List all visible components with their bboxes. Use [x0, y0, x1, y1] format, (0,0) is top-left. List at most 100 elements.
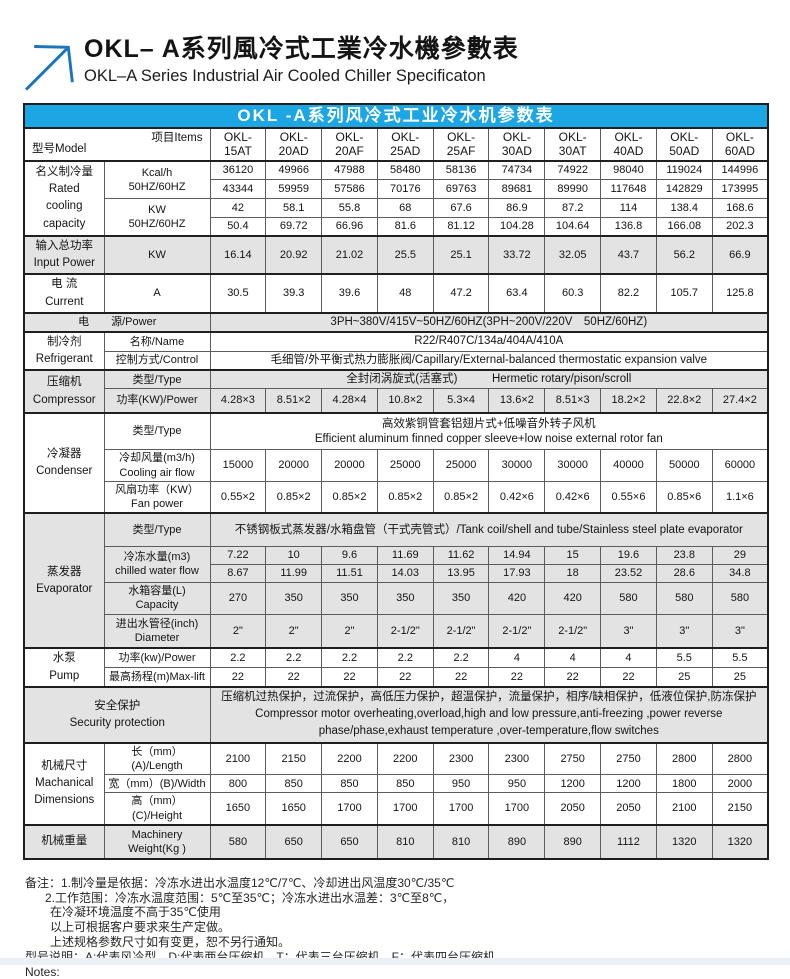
condenser-type-label: 类型/Type	[103, 411, 211, 451]
table-cell: 13.95	[432, 563, 490, 583]
compressor-power-label: 功率(KW)/Power	[103, 388, 211, 414]
table-cell: 350	[265, 581, 323, 615]
table-cell: 43.7	[600, 234, 657, 275]
table-cell: 58480	[376, 159, 434, 181]
current-unit: A	[103, 273, 211, 314]
table-cell: 98040	[600, 159, 657, 181]
table-cell: 11.51	[321, 563, 378, 583]
table-cell: 68	[376, 198, 434, 219]
table-cell: 350	[376, 581, 434, 615]
refrigerant-label: 制冷剂 Refrigerant	[23, 330, 105, 371]
table-cell: 18	[544, 563, 602, 583]
table-cell: 4.28×4	[321, 388, 378, 414]
table-cell: 50.4	[209, 217, 267, 237]
table-cell: 420	[544, 581, 602, 615]
table-cell: 32.05	[544, 234, 602, 275]
table-cell: 3"	[655, 613, 713, 649]
evaporator-label: 蒸发器 Evaporator	[23, 512, 105, 649]
table-cell: 202.3	[711, 217, 769, 237]
table-cell: 18.2×2	[600, 388, 657, 414]
table-cell: 104.64	[544, 217, 602, 237]
table-cell: 39.3	[265, 273, 323, 314]
table-cell: 890	[544, 823, 602, 860]
page-title: OKL– A系列風冷式工業冷水機參數表	[84, 35, 519, 63]
chilled-water-label: 冷冻水量(m3) chilled water flow	[103, 545, 211, 583]
security-label: 安全保护 Security protection	[23, 685, 211, 744]
table-cell: 1650	[265, 792, 323, 826]
tank-capacity-label: 水箱容量(L) Capacity	[103, 581, 211, 615]
table-cell: 23.52	[600, 563, 657, 583]
table-cell: 580	[655, 581, 713, 615]
table-cell: 1700	[321, 792, 378, 826]
table-cell: 1200	[600, 774, 657, 794]
table-cell: 0.85×2	[432, 480, 490, 514]
row-cooling-air-flow: 冷却风量(m3/h) Cooling air flow 15000 20000 20…	[24, 449, 769, 482]
table-title-row: OKL -A系列风冷式工业冷水机参数表	[24, 104, 769, 129]
table-cell: 10.8×2	[376, 388, 434, 414]
table-cell: 2050	[544, 792, 602, 826]
table-cell: 30000	[488, 449, 546, 482]
table-cell: 4	[544, 647, 602, 669]
table-cell: 27.4×2	[711, 388, 769, 414]
height-label: 高（mm）(C)/Height	[103, 792, 211, 826]
table-cell: 1800	[655, 774, 713, 794]
table-cell: 60000	[711, 449, 769, 482]
table-cell: 2750	[600, 741, 657, 776]
table-cell: 2.2	[265, 647, 323, 669]
table-cell: 67.6	[432, 198, 490, 219]
table-cell: 142829	[655, 179, 713, 200]
table-cell: 1112	[600, 823, 657, 860]
table-cell: 47988	[321, 159, 378, 181]
table-cell: 1700	[488, 792, 546, 826]
table-cell: 58136	[432, 159, 490, 181]
table-cell: 1700	[376, 792, 434, 826]
row-max-lift: 最高扬程(m)Max-lift 22 22 22 22 22 22 22 22 25 25	[24, 667, 769, 688]
spec-table: OKL -A系列风冷式工业冷水机参数表 项目Items 型号Model OKL- …	[23, 103, 770, 860]
table-cell: 55.8	[321, 198, 378, 219]
table-cell: 30000	[544, 449, 602, 482]
table-cell: 13.6×2	[488, 388, 546, 414]
table-cell: OKL- 30AD	[488, 127, 546, 162]
table-cell: 23.8	[655, 545, 713, 565]
table-cell: 22	[600, 667, 657, 688]
table-cell: 8.51×3	[544, 388, 602, 414]
table-cell: 69763	[432, 179, 490, 200]
table-cell: 2.2	[432, 647, 490, 669]
table-cell: 66.96	[321, 217, 378, 237]
row-security-protection: 安全保护 Security protection 压缩机过热保护，过流保护，高低…	[23, 685, 769, 744]
table-cell: 105.7	[655, 273, 713, 314]
note-line: Notes:	[25, 964, 60, 979]
table-cell: OKL- 25AD	[376, 127, 434, 162]
table-cell: 74922	[544, 159, 602, 181]
table-cell: 2200	[321, 741, 378, 776]
table-cell: 580	[209, 823, 267, 860]
table-cell: 25000	[432, 449, 490, 482]
table-cell: 0.85×6	[655, 480, 713, 514]
table-cell: 2000	[711, 774, 769, 794]
security-value: 压缩机过热保护，过流保护，高低压力保护，超温保护，流量保护，相序/缺相保护，低液…	[209, 685, 769, 744]
table-cell: 22	[544, 667, 602, 688]
table-cell: 114	[600, 198, 657, 219]
table-cell: 63.4	[488, 273, 546, 314]
table-cell: 4.28×3	[209, 388, 267, 414]
rated-capacity-label: 名义制冷量 Rated cooling capacity	[23, 159, 105, 237]
table-cell: 4	[600, 647, 657, 669]
table-cell: 22	[265, 667, 323, 688]
table-cell: 2100	[209, 741, 267, 776]
table-cell: 25000	[376, 449, 434, 482]
note-line: 以上可根据客户要求来生产定做。	[50, 920, 231, 935]
table-cell: 5.3×4	[432, 388, 490, 414]
table-cell: 11.69	[376, 545, 434, 565]
table-cell: 15000	[209, 449, 267, 482]
table-cell: 29	[711, 545, 769, 565]
table-cell: 2-1/2"	[432, 613, 490, 649]
table-cell: 5.5	[711, 647, 769, 669]
table-cell: 1200	[544, 774, 602, 794]
pump-label: 水泵 Pump	[23, 647, 105, 688]
table-cell: 2-1/2"	[488, 613, 546, 649]
table-cell: 57586	[321, 179, 378, 200]
table-cell: 4	[488, 647, 546, 669]
row-tank-capacity: 水箱容量(L) Capacity 270 350 350 350 350 420 420 58…	[24, 581, 769, 615]
row-kw-50hz: KW 50HZ/60HZ 42 58.1 55.8 68 67.6 86.9 87.2 114…	[24, 198, 769, 237]
compressor-type-value: 全封闭涡旋式(活塞式) Hermetic rotary/pison/scroll	[209, 369, 769, 390]
